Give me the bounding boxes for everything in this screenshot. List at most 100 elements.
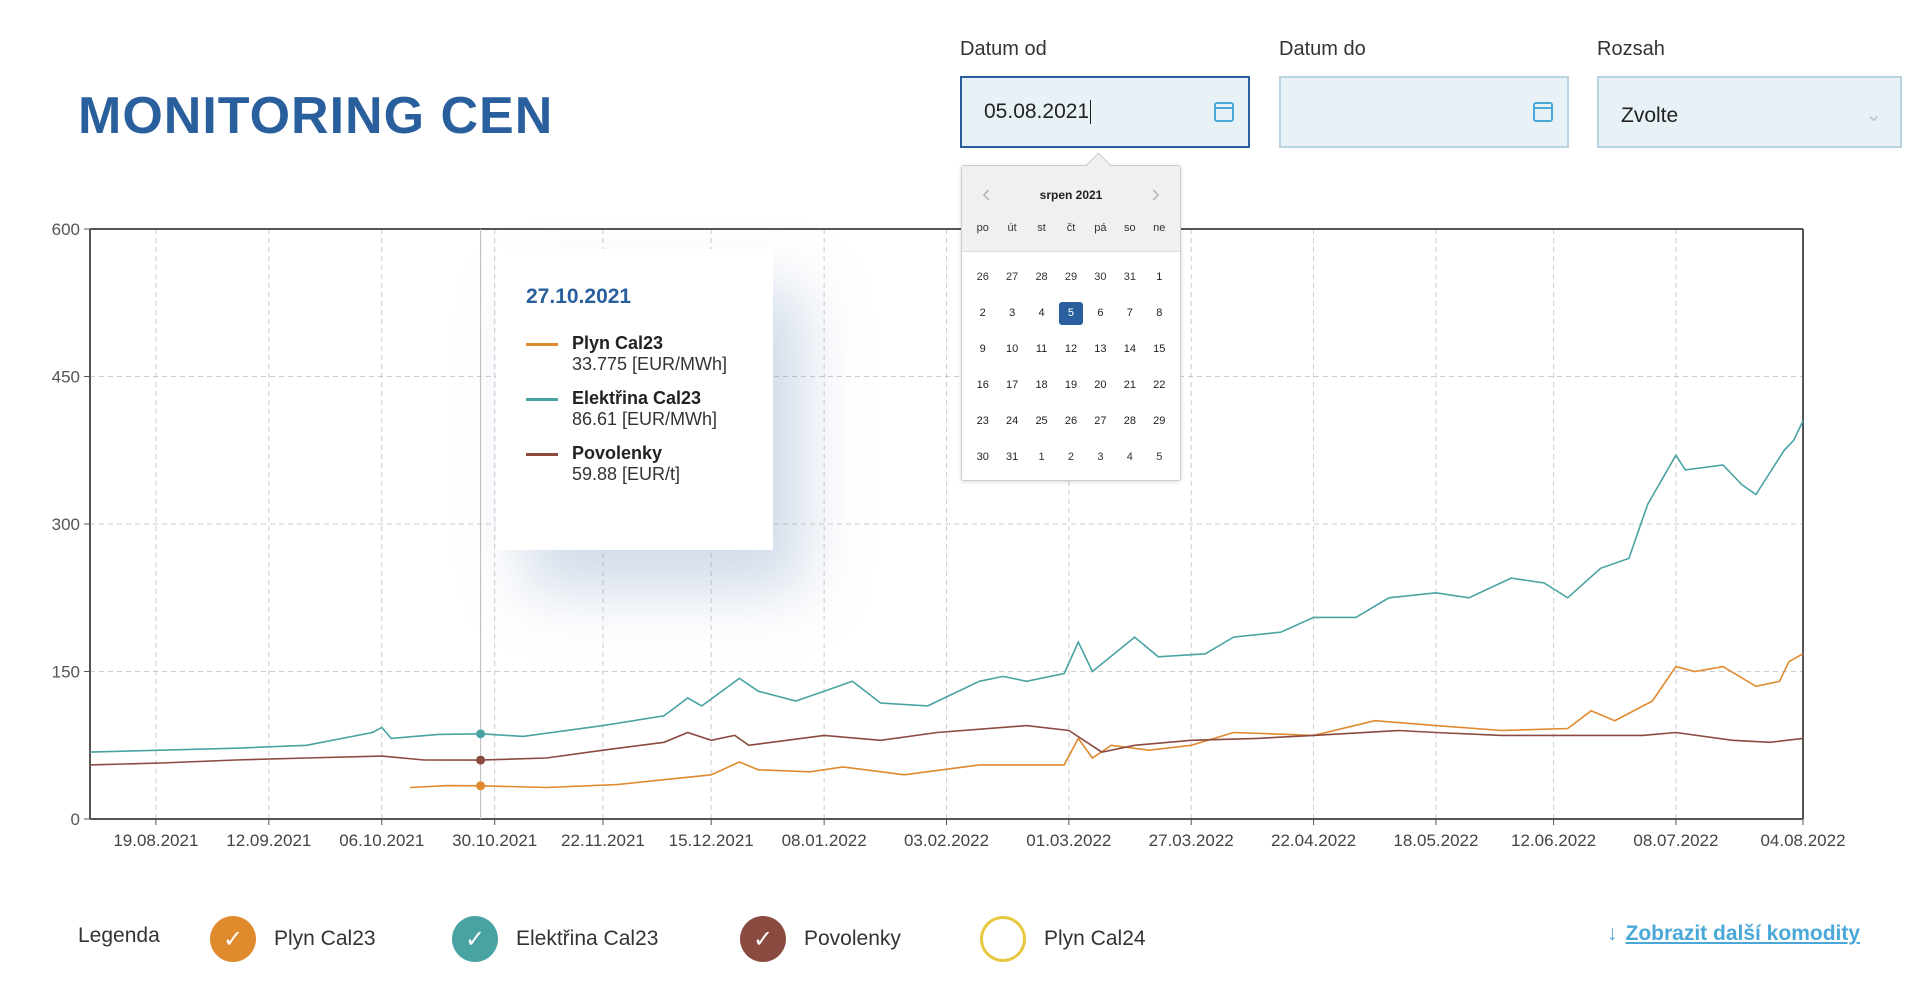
show-more-label: Zobrazit další komodity [1625, 922, 1861, 945]
checkmark-icon[interactable]: ✓ [740, 916, 786, 962]
unchecked-circle-icon[interactable] [980, 916, 1026, 962]
checkmark-icon[interactable]: ✓ [452, 916, 498, 962]
calendar-day[interactable]: 11 [1035, 343, 1048, 355]
calendar-day[interactable]: 1 [1156, 271, 1163, 283]
hover-point [476, 755, 486, 765]
series-line-povolenky [89, 724, 1804, 766]
x-tick-label: 01.03.2022 [1026, 831, 1111, 850]
calendar-day[interactable]: 6 [1097, 307, 1104, 319]
calendar-icon[interactable] [1533, 102, 1553, 122]
show-more-commodities-link[interactable]: ↓ Zobrazit další komodity [1607, 922, 1860, 946]
calendar-icon[interactable] [1214, 102, 1234, 122]
tooltip-date: 27.10.2021 [526, 285, 632, 308]
series-line-plyn-cal23 [409, 653, 1804, 789]
weekday-label: pá [1094, 222, 1107, 234]
calendar-day[interactable]: 20 [1094, 379, 1107, 391]
weekday-label: čt [1066, 222, 1076, 234]
calendar-day[interactable]: 15 [1153, 343, 1166, 355]
calendar-day[interactable]: 26 [976, 271, 989, 283]
chevron-left-icon[interactable]: ‹ [982, 178, 991, 208]
weekday-label: út [1007, 222, 1017, 234]
series-swatch [526, 398, 558, 401]
date-to-input[interactable] [1279, 76, 1569, 148]
calendar-day[interactable]: 4 [1126, 451, 1133, 463]
calendar-day[interactable]: 29 [1064, 271, 1078, 283]
calendar-day[interactable]: 5 [1059, 302, 1083, 325]
chart-tooltip: 27.10.2021 Plyn Cal23 33.775 [EUR/MWh] El… [496, 249, 773, 550]
text-cursor [1090, 100, 1092, 124]
range-value: Zvolte [1621, 104, 1679, 127]
calendar-day[interactable]: 13 [1094, 343, 1107, 355]
calendar-day[interactable]: 1 [1038, 451, 1045, 463]
calendar-day[interactable]: 8 [1156, 307, 1163, 319]
calendar-day[interactable]: 3 [1009, 307, 1016, 319]
calendar-day[interactable]: 17 [1006, 379, 1019, 391]
y-tick-label: 150 [52, 663, 80, 682]
legend-item[interactable]: Plyn Cal24 [980, 916, 1146, 962]
calendar-day[interactable]: 19 [1064, 379, 1078, 391]
calendar-day[interactable]: 27 [1094, 415, 1107, 427]
legend-item-label: Elektřina Cal23 [516, 927, 659, 950]
checkmark-icon[interactable]: ✓ [210, 916, 256, 962]
calendar-day[interactable]: 26 [1064, 415, 1078, 427]
range-select[interactable]: Zvolte ⌄ [1597, 76, 1902, 148]
legend-item-label: Plyn Cal24 [1044, 927, 1146, 950]
legend-item[interactable]: ✓ Povolenky [740, 916, 901, 962]
x-tick-label: 22.04.2022 [1271, 831, 1356, 850]
series-swatch [526, 343, 558, 346]
legend-label: Legenda [78, 924, 160, 947]
legend: Legenda ✓ Plyn Cal23 ✓ Elektřina Cal23 ✓ Povo… [0, 914, 1920, 964]
x-tick-label: 27.03.2022 [1149, 831, 1234, 850]
calendar-day[interactable]: 24 [1006, 415, 1019, 427]
calendar-day[interactable]: 25 [1035, 415, 1048, 427]
x-tick-label: 08.07.2022 [1633, 831, 1718, 850]
weekday-row: po út st čt pá so ne [968, 222, 1174, 234]
calendar-day[interactable]: 30 [976, 451, 989, 463]
calendar-day[interactable]: 3 [1097, 451, 1104, 463]
calendar-day[interactable]: 30 [1094, 271, 1107, 283]
date-from-input[interactable]: 05.08.2021 [960, 76, 1250, 148]
calendar-day[interactable]: 4 [1038, 307, 1045, 319]
calendar-day[interactable]: 21 [1123, 379, 1136, 391]
tooltip-item: Plyn Cal23 33.775 [EUR/MWh] [526, 333, 773, 375]
calendar-day[interactable]: 2 [1067, 451, 1075, 463]
y-tick-label: 600 [52, 220, 80, 239]
y-tick-label: 450 [52, 368, 80, 387]
chevron-right-icon[interactable]: › [1151, 178, 1160, 208]
weekday-label: po [976, 222, 989, 234]
x-tick-label: 19.08.2021 [113, 831, 198, 850]
legend-item[interactable]: ✓ Elektřina Cal23 [452, 916, 658, 962]
calendar-day[interactable]: 18 [1035, 379, 1048, 391]
tooltip-series-name: Povolenky [572, 443, 663, 463]
calendar-day[interactable]: 29 [1153, 415, 1166, 427]
legend-item-label: Plyn Cal23 [274, 927, 376, 950]
calendar-day[interactable]: 28 [1123, 415, 1136, 427]
calendar-day[interactable]: 10 [1006, 343, 1019, 355]
weekday-label: st [1037, 222, 1046, 234]
arrow-down-icon: ↓ [1607, 922, 1618, 945]
date-from-label: Datum od [960, 38, 1047, 60]
x-tick-label: 12.06.2022 [1511, 831, 1596, 850]
calendar-day[interactable]: 31 [1123, 271, 1136, 283]
x-tick-label: 06.10.2021 [339, 831, 424, 850]
weekday-label: ne [1153, 222, 1166, 234]
calendar-day[interactable]: 9 [979, 343, 986, 355]
x-tick-label: 15.12.2021 [669, 831, 754, 850]
datepicker-popup: ‹ srpen 2021 › po út st čt pá so ne 26 27 28 29 30… [961, 165, 1181, 481]
calendar-day[interactable]: 7 [1126, 307, 1133, 319]
calendar-day[interactable]: 12 [1064, 343, 1078, 355]
tooltip-series-value: 59.88 [EUR/t] [572, 464, 681, 484]
calendar-day[interactable]: 28 [1035, 271, 1048, 283]
calendar-day[interactable]: 2 [979, 307, 986, 319]
legend-item-label: Povolenky [804, 927, 901, 950]
calendar-day[interactable]: 16 [976, 379, 989, 391]
calendar-day[interactable]: 22 [1153, 379, 1166, 391]
legend-item[interactable]: ✓ Plyn Cal23 [210, 916, 376, 962]
calendar-day[interactable]: 23 [976, 415, 989, 427]
calendar-day[interactable]: 14 [1123, 343, 1136, 355]
tooltip-item: Elektřina Cal23 86.61 [EUR/MWh] [526, 388, 773, 430]
calendar-day[interactable]: 31 [1006, 451, 1019, 463]
calendar-day[interactable]: 27 [1006, 271, 1019, 283]
calendar-day[interactable]: 5 [1156, 451, 1163, 463]
